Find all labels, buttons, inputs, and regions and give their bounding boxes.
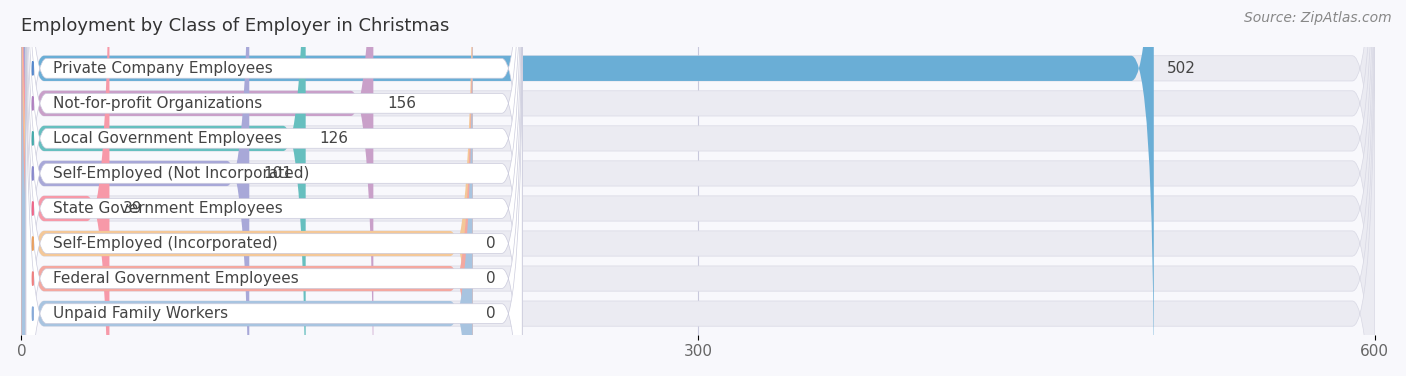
- FancyBboxPatch shape: [21, 0, 1375, 376]
- FancyBboxPatch shape: [25, 8, 522, 376]
- Text: Private Company Employees: Private Company Employees: [53, 61, 273, 76]
- FancyBboxPatch shape: [21, 0, 472, 376]
- FancyBboxPatch shape: [25, 0, 522, 374]
- Text: 0: 0: [486, 271, 496, 286]
- FancyBboxPatch shape: [25, 0, 522, 376]
- Text: 0: 0: [486, 306, 496, 321]
- Text: Employment by Class of Employer in Christmas: Employment by Class of Employer in Chris…: [21, 17, 450, 35]
- FancyBboxPatch shape: [25, 0, 522, 376]
- Text: Source: ZipAtlas.com: Source: ZipAtlas.com: [1244, 11, 1392, 25]
- Text: Not-for-profit Organizations: Not-for-profit Organizations: [53, 96, 263, 111]
- Text: 156: 156: [387, 96, 416, 111]
- FancyBboxPatch shape: [21, 0, 1375, 376]
- FancyBboxPatch shape: [21, 0, 1154, 376]
- FancyBboxPatch shape: [25, 0, 522, 376]
- FancyBboxPatch shape: [21, 0, 1375, 376]
- FancyBboxPatch shape: [21, 0, 1375, 376]
- Text: Self-Employed (Not Incorporated): Self-Employed (Not Incorporated): [53, 166, 309, 181]
- Text: State Government Employees: State Government Employees: [53, 201, 283, 216]
- FancyBboxPatch shape: [25, 0, 522, 376]
- FancyBboxPatch shape: [21, 0, 110, 376]
- FancyBboxPatch shape: [21, 0, 249, 376]
- FancyBboxPatch shape: [25, 0, 522, 376]
- Text: 0: 0: [486, 236, 496, 251]
- FancyBboxPatch shape: [21, 0, 305, 376]
- FancyBboxPatch shape: [21, 0, 1375, 376]
- Text: 502: 502: [1167, 61, 1197, 76]
- Text: 126: 126: [319, 131, 349, 146]
- Text: Self-Employed (Incorporated): Self-Employed (Incorporated): [53, 236, 278, 251]
- Text: Federal Government Employees: Federal Government Employees: [53, 271, 299, 286]
- FancyBboxPatch shape: [21, 0, 1375, 376]
- FancyBboxPatch shape: [25, 0, 522, 376]
- FancyBboxPatch shape: [21, 0, 1375, 376]
- Text: Local Government Employees: Local Government Employees: [53, 131, 283, 146]
- FancyBboxPatch shape: [21, 0, 472, 376]
- FancyBboxPatch shape: [21, 0, 374, 376]
- FancyBboxPatch shape: [21, 0, 472, 376]
- FancyBboxPatch shape: [21, 0, 1375, 376]
- Text: 39: 39: [122, 201, 142, 216]
- Text: Unpaid Family Workers: Unpaid Family Workers: [53, 306, 228, 321]
- Text: 101: 101: [263, 166, 291, 181]
